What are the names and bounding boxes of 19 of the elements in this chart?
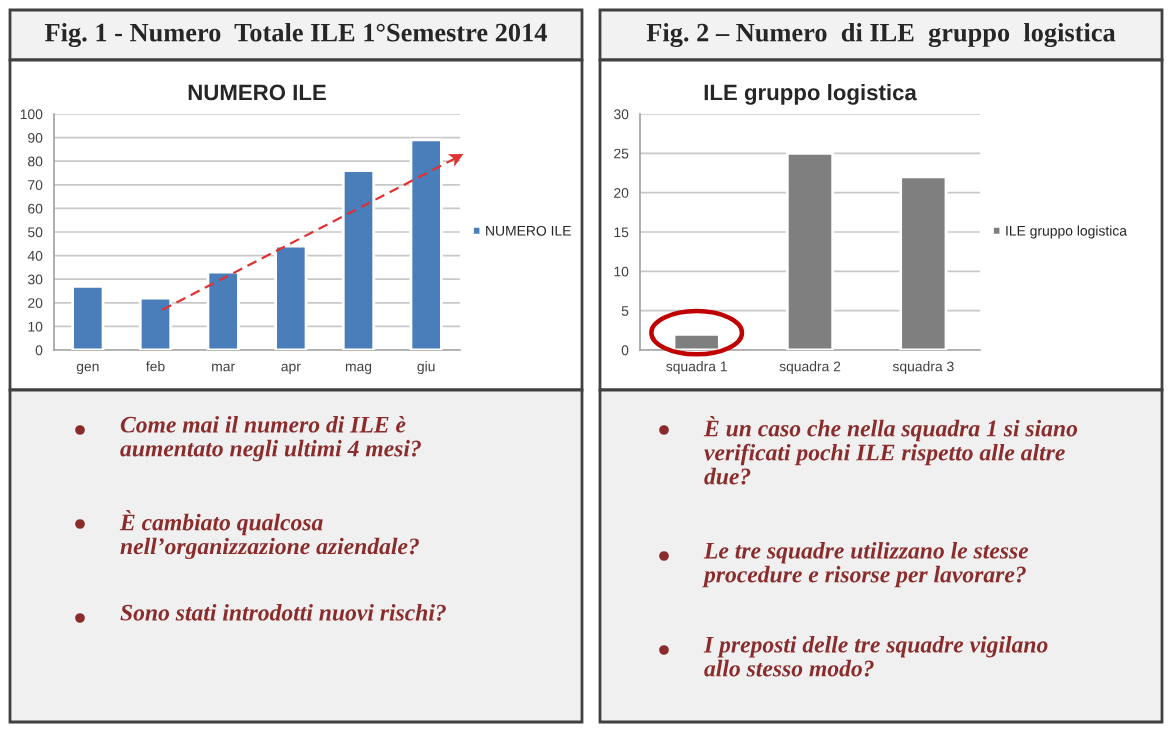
bar — [785, 151, 835, 350]
chart-title: Fig. 1 - Numero Totale ILE 1°Semestre 2014 — [44, 22, 547, 48]
text: I preposti delle tre squadre vigilano allo stesso modo? — [703, 636, 1048, 677]
bar — [138, 296, 173, 350]
bar — [274, 244, 308, 350]
chart-title: Fig. 2 – Numero di ILE gruppo logistica — [646, 22, 1116, 48]
chart-subtitle: NUMERO ILE — [188, 84, 326, 101]
text: È cambiato qualcosa nell’organizzazione aziendale? — [119, 510, 419, 560]
text: Sono stati introdotti nuovi rischi? — [120, 604, 446, 621]
bar — [899, 175, 948, 350]
text: È un caso che nella squadra 1 si siano verificati pochi ILE rispetto alle altre due? — [703, 416, 1078, 485]
bar — [71, 284, 105, 350]
bar — [341, 169, 376, 350]
chart-subtitle: ILE gruppo logistica — [704, 84, 917, 105]
bar — [409, 138, 443, 350]
text: Le tre squadre utilizzano le stesse procedure e risorse per lavorare? — [702, 542, 1029, 588]
bar — [206, 270, 240, 350]
text: Come mai il numero di ILE è aumentato negli ultimi 4 mesi? — [120, 415, 421, 462]
bar — [672, 332, 721, 350]
